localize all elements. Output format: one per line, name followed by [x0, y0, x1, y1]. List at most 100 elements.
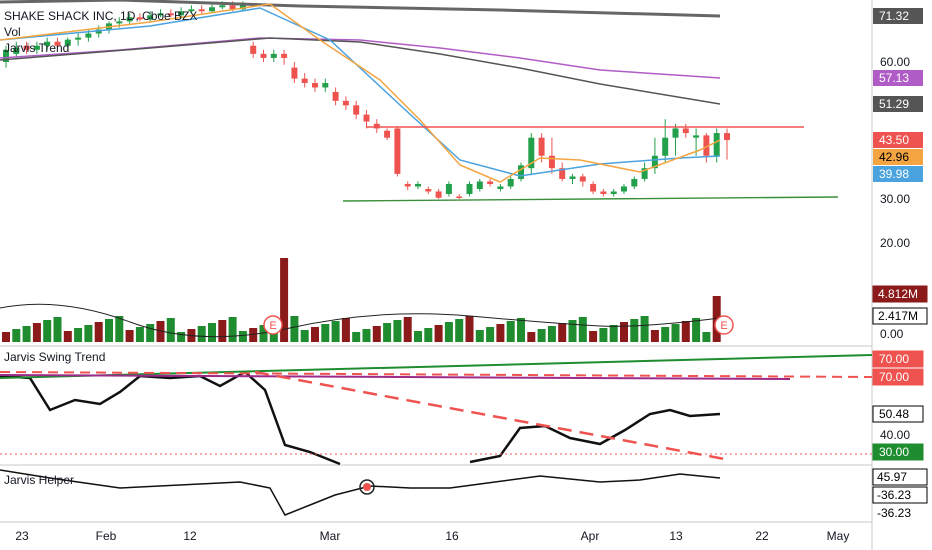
ma-100 — [0, 37, 721, 79]
candle — [600, 191, 607, 194]
time-axis: 23 Feb 12 Mar 16 Apr 13 22 May — [15, 529, 849, 543]
swing-badge-label: 70.00 — [879, 352, 909, 366]
swing-badge — [872, 350, 924, 368]
volume-bar — [115, 316, 124, 342]
candle — [415, 183, 421, 187]
candle — [167, 13, 174, 16]
volume-bar — [105, 319, 113, 342]
volume-bar — [12, 329, 21, 342]
candle — [682, 128, 689, 134]
candle — [44, 41, 51, 46]
candle — [188, 9, 195, 12]
time-tick-label: 16 — [445, 529, 459, 543]
volume-bar — [558, 323, 567, 342]
volume-bar — [640, 316, 649, 342]
candle — [425, 188, 432, 192]
candle — [3, 49, 9, 62]
candle — [13, 47, 20, 54]
ma-50 — [0, 37, 721, 105]
volume-bar — [547, 326, 556, 342]
ma-9 — [0, 3, 721, 183]
helper-badge-label: 45.97 — [877, 470, 907, 484]
swing-line-b — [469, 408, 721, 464]
price-tick-label: 20.00 — [880, 236, 910, 250]
candle — [116, 21, 123, 24]
candle — [353, 105, 360, 115]
volume-bar — [290, 316, 299, 342]
helper-badge — [872, 468, 928, 486]
helper-badge — [872, 504, 928, 522]
candle — [466, 183, 473, 194]
candle — [322, 83, 329, 88]
volume-bar — [228, 317, 237, 342]
candle — [332, 91, 339, 101]
volume-bar — [166, 318, 175, 342]
volume-bar — [125, 330, 134, 342]
swing-tick-label: 40.00 — [880, 428, 910, 442]
price-tick-label: 60.00 — [880, 55, 910, 69]
volume-bar — [589, 331, 598, 342]
volume-bar — [362, 329, 371, 342]
helper-badge-label: -36.23 — [877, 488, 911, 502]
candle — [610, 191, 617, 194]
helper-panel — [359, 479, 375, 495]
candle — [250, 45, 257, 54]
volume-bar — [156, 321, 165, 342]
candle — [476, 181, 483, 189]
volume-bar — [661, 327, 670, 342]
volume-bar — [218, 320, 227, 342]
volume-bar — [650, 330, 659, 342]
volume-bar — [475, 330, 484, 342]
candle — [445, 183, 452, 194]
volume-bar — [434, 325, 443, 342]
price-panel — [0, 0, 839, 516]
price-badge-label: 57.13 — [879, 71, 909, 85]
price-badge-label: 39.98 — [879, 167, 909, 181]
swing-badge — [872, 443, 924, 461]
price-badge-label: 43.50 — [879, 133, 909, 147]
candle — [239, 5, 246, 10]
candle — [209, 7, 215, 12]
candle — [497, 186, 504, 189]
price-tick-label: 30.00 — [880, 192, 910, 206]
volume-bar — [517, 318, 525, 342]
helper-label: Jarvis Helper — [4, 473, 74, 487]
candle — [548, 155, 555, 169]
candle — [281, 53, 288, 58]
candle — [559, 168, 566, 179]
price-badge-label: 51.29 — [879, 97, 909, 111]
price-badge — [873, 149, 923, 165]
volume-tick-label: 0.00 — [880, 327, 904, 341]
volume-bar — [455, 319, 464, 342]
swing-badge-label: 30.00 — [879, 445, 909, 459]
time-tick-label: 12 — [183, 529, 197, 543]
volume-bar — [383, 323, 392, 342]
candle — [270, 53, 277, 58]
volume-bar — [393, 320, 402, 342]
candle — [404, 183, 411, 187]
candle — [312, 83, 318, 88]
volume-bar — [486, 327, 495, 342]
helper-marker-ring — [359, 479, 375, 495]
earnings-marker-label: E — [720, 320, 727, 332]
swing-trend-panel — [0, 354, 873, 462]
price-badge — [873, 96, 923, 112]
price-badge — [873, 70, 923, 86]
volume-bar — [609, 325, 618, 342]
swing-badge-label: 50.48 — [879, 407, 909, 421]
volume-bar — [43, 320, 52, 342]
candle — [590, 183, 597, 192]
candle — [260, 53, 267, 58]
candle — [229, 5, 236, 10]
candle — [33, 45, 40, 50]
volume-bar — [2, 332, 10, 342]
candle — [342, 100, 349, 106]
volume-bar — [414, 331, 422, 342]
price-badge — [873, 8, 923, 24]
volume-bar — [692, 318, 701, 342]
earnings-marker — [714, 315, 734, 335]
candle — [693, 135, 700, 138]
volume-bar — [135, 327, 144, 342]
